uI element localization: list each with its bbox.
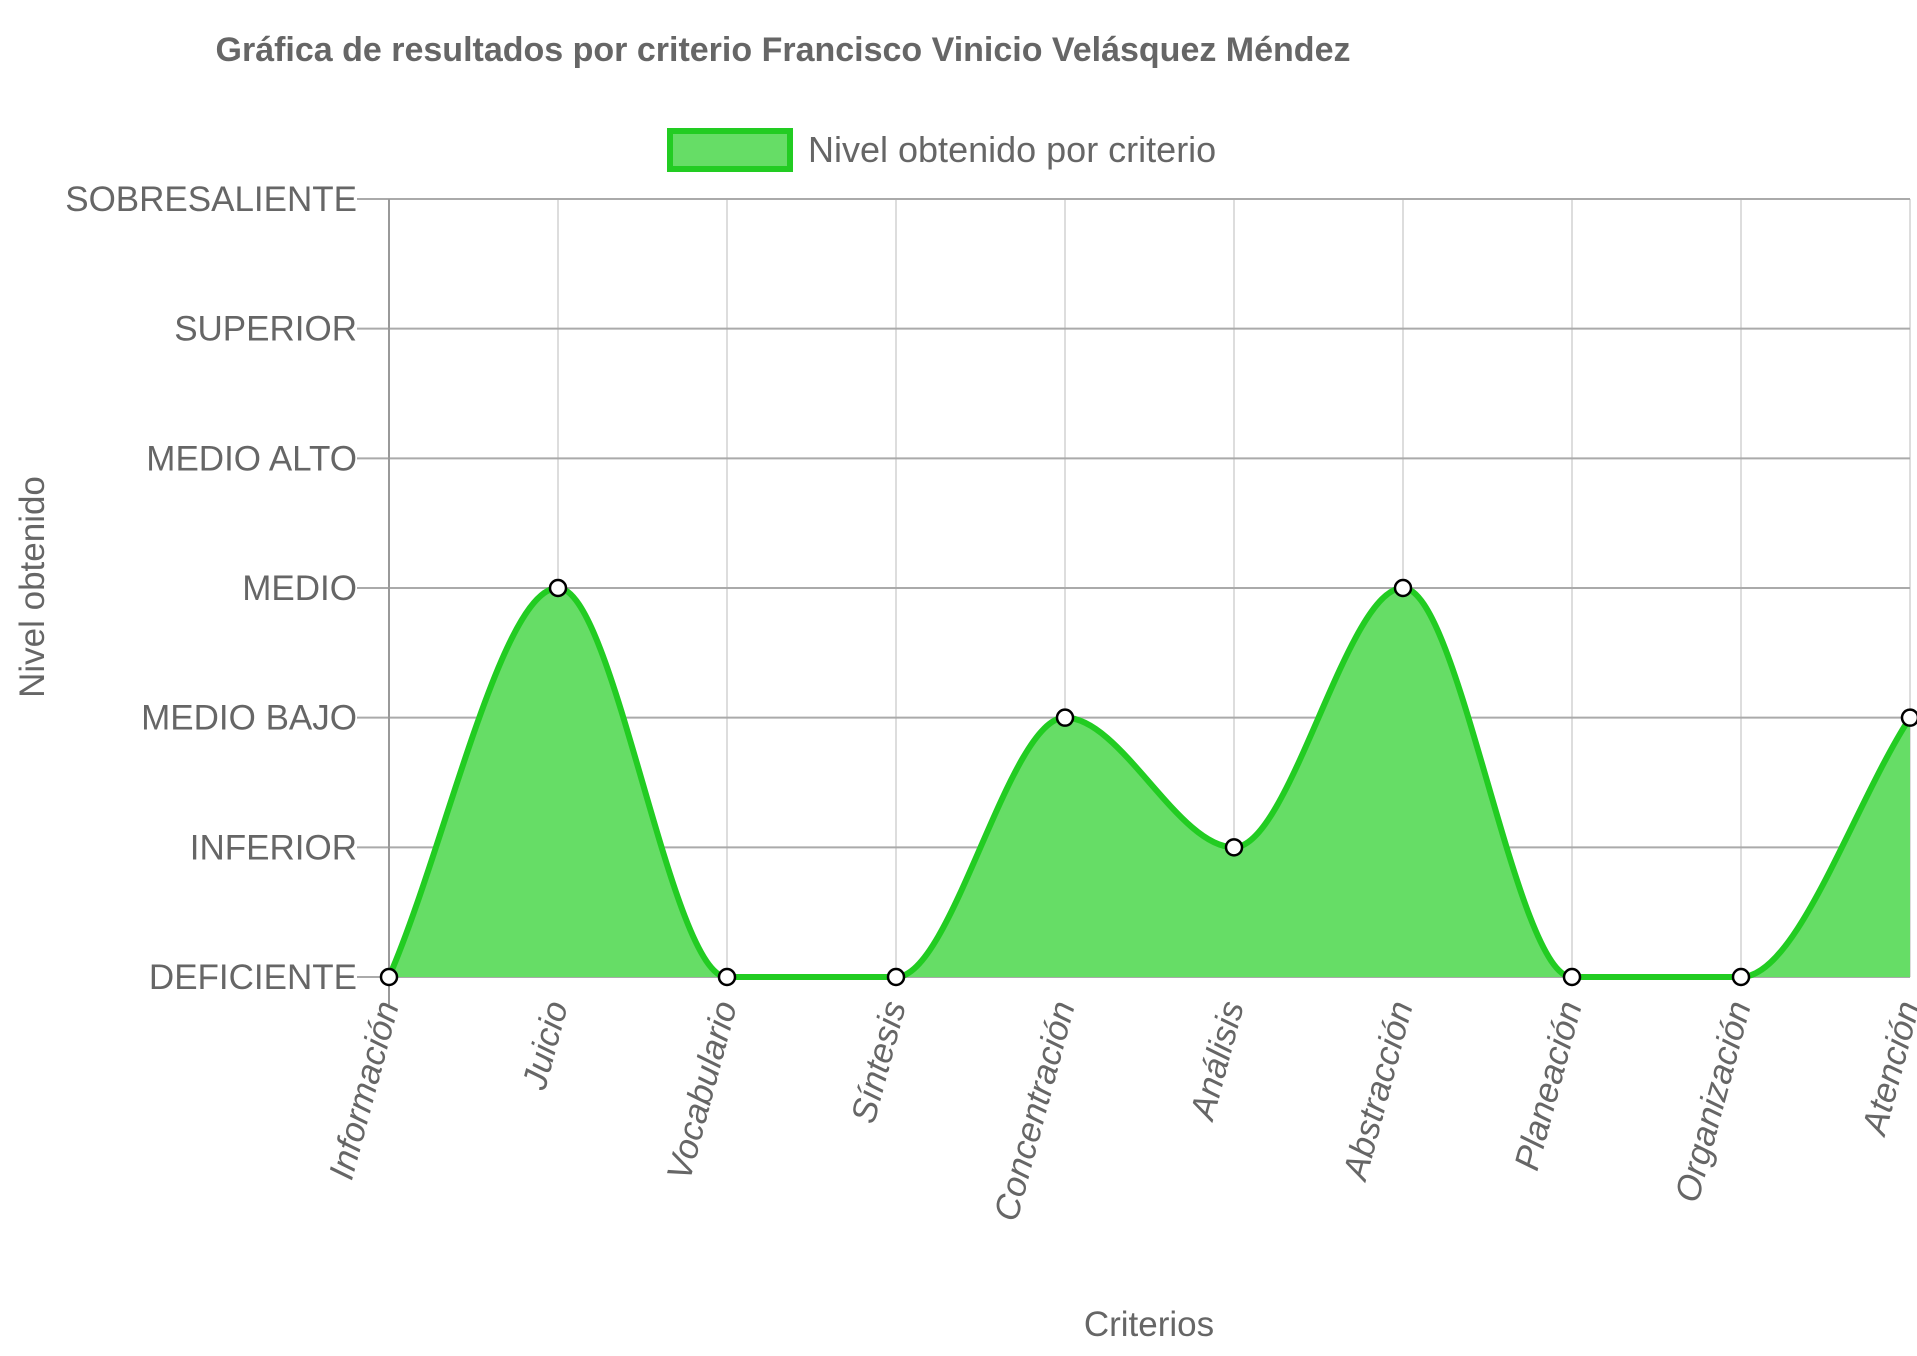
data-point[interactable]: [1224, 838, 1244, 857]
legend-label: Nivel obtenido por criterio: [808, 129, 1216, 170]
data-point[interactable]: [1055, 708, 1075, 727]
y-axis-title: Nivel obtenido: [13, 476, 52, 698]
legend[interactable]: Nivel obtenido por criterio: [667, 128, 1216, 172]
y-tick-label: DEFICIENTE: [149, 958, 357, 997]
legend-swatch: [667, 128, 793, 172]
x-axis-title: Criterios: [1084, 1305, 1214, 1344]
x-tick-label: Juicio: [515, 997, 576, 1094]
data-point[interactable]: [1731, 967, 1751, 987]
data-points: [379, 578, 1917, 987]
data-point[interactable]: [1393, 578, 1413, 598]
chart-title: Gráfica de resultados por criterio Franc…: [216, 31, 1351, 69]
x-tick-label: Síntesis: [844, 997, 914, 1127]
y-tick-label: SUPERIOR: [174, 310, 357, 349]
data-point[interactable]: [886, 967, 906, 987]
series-area: [386, 584, 1913, 981]
data-point[interactable]: [1562, 967, 1582, 987]
data-point[interactable]: [1900, 708, 1917, 727]
y-axis-ticks: DEFICIENTE INFERIOR MEDIO BAJO MEDIO MEDIO A…: [65, 180, 357, 997]
y-tick-label: MEDIO: [242, 569, 357, 608]
y-tick-label: INFERIOR: [190, 828, 357, 867]
x-tick-label: Análisis: [1182, 997, 1251, 1126]
x-tick-label: Vocabulario: [660, 997, 745, 1184]
y-tick-label: SOBRESALIENTE: [65, 180, 357, 219]
x-tick-label: Atención: [1854, 997, 1917, 1141]
x-tick-label: Concentración: [987, 997, 1083, 1225]
y-tick-label: MEDIO BAJO: [141, 699, 357, 738]
data-point[interactable]: [379, 967, 399, 987]
x-tick-label: Abstracción: [1335, 997, 1421, 1186]
data-point[interactable]: [717, 967, 737, 987]
y-tick-label: MEDIO ALTO: [146, 439, 357, 478]
x-tick-label: Organización: [1668, 997, 1759, 1206]
x-tick-label: Planeación: [1507, 997, 1589, 1174]
x-axis-ticks: Información Juicio Vocabulario Síntesis Conc…: [322, 997, 1917, 1225]
data-point[interactable]: [548, 578, 568, 598]
x-tick-label: Información: [322, 997, 407, 1184]
series-line: [386, 584, 1913, 981]
